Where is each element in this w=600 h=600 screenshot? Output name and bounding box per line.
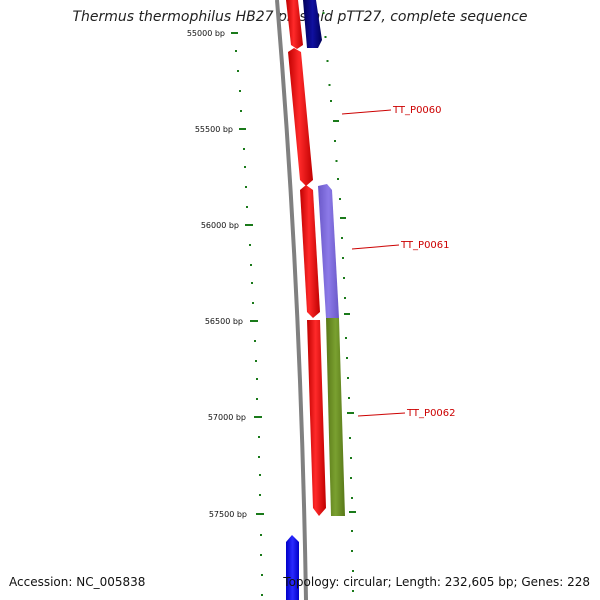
map-title: Thermus thermophilus HB27 plasmid pTT27,…: [72, 9, 528, 25]
tick-label-57500: 57500 bp: [209, 510, 247, 519]
tick-label-56500: 56500 bp: [205, 317, 243, 326]
inner-ruler-track: [231, 32, 264, 596]
gene-label-tt-p0060[interactable]: TT_P0060: [392, 105, 442, 116]
gene-label-line-3: [357, 412, 406, 417]
gene-feature-red-1[interactable]: [286, 0, 303, 49]
gene-feature-blue[interactable]: [286, 535, 299, 600]
tick-label-56000: 56000 bp: [201, 221, 239, 230]
plasmid-backbone: [275, 0, 308, 600]
gene-feature-red-2[interactable]: [288, 48, 313, 186]
tick-label-57000: 57000 bp: [208, 413, 246, 422]
gene-feature-red-4[interactable]: [307, 320, 326, 516]
summary-text: Topology: circular; Length: 232,605 bp; …: [283, 575, 590, 589]
gene-feature-olive[interactable]: [326, 318, 345, 516]
outer-dot-track: [322, 12, 356, 592]
gene-label-tt-p0062[interactable]: TT_P0062: [406, 408, 456, 419]
tick-label-55000: 55000 bp: [187, 29, 225, 38]
gene-feature-red-3[interactable]: [300, 185, 320, 318]
gene-feature-navy[interactable]: [303, 0, 322, 48]
gene-label-line-2: [351, 244, 400, 250]
tick-label-55500: 55500 bp: [195, 125, 233, 134]
gene-feature-purple[interactable]: [318, 184, 339, 318]
accession-text: Accession: NC_005838: [9, 575, 146, 589]
gene-label-tt-p0061[interactable]: TT_P0061: [400, 240, 450, 251]
gene-label-line-1: [341, 109, 392, 115]
